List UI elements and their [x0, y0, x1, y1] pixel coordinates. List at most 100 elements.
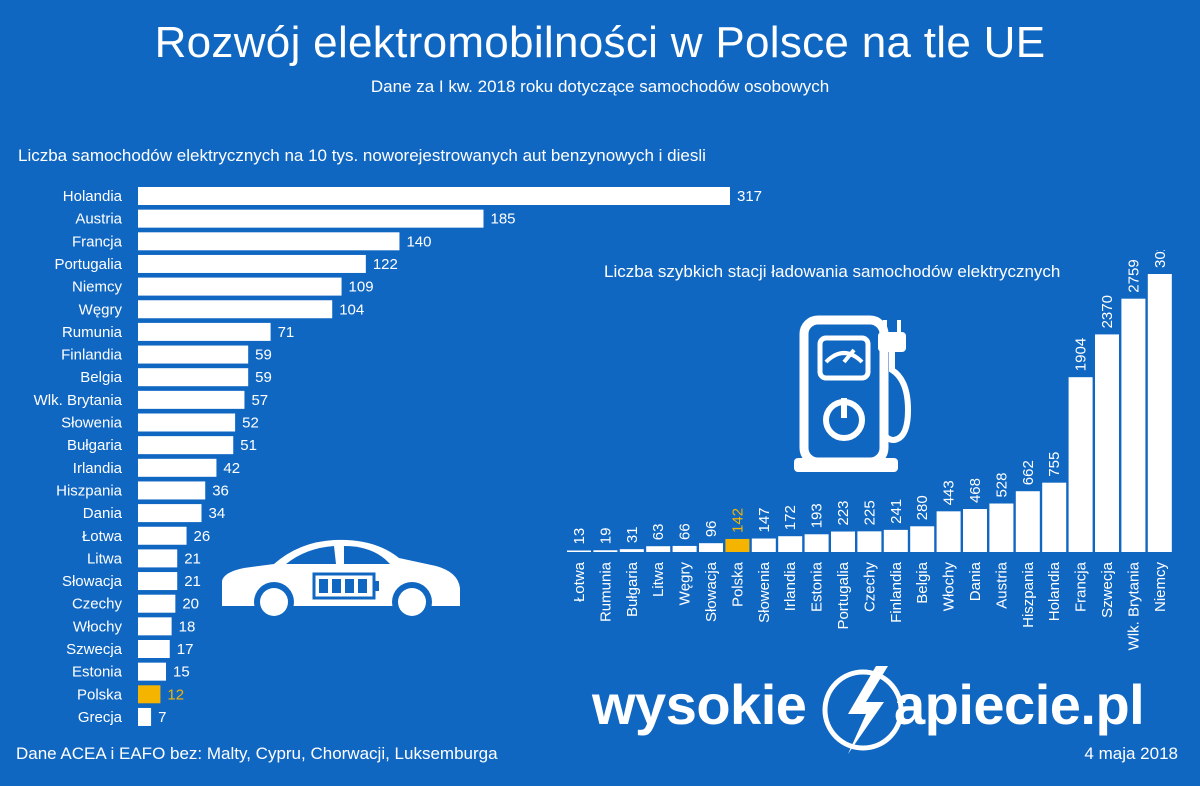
value-label-13: 280 [914, 495, 931, 520]
category-label-17: Słowacja [62, 573, 123, 590]
bar-1 [593, 550, 618, 552]
value-label-6: 71 [278, 324, 295, 341]
bar-2 [619, 549, 644, 552]
category-label-20: Szwecja [66, 641, 123, 658]
bar-7 [751, 538, 776, 552]
category-label-8: Irlandia [782, 561, 799, 611]
value-label-4: 66 [677, 523, 694, 540]
value-label-23: 7 [158, 709, 166, 726]
bar-12 [138, 458, 217, 477]
category-label-22: Niemcy [1152, 562, 1169, 613]
value-label-10: 52 [242, 415, 259, 432]
bar-15 [963, 509, 987, 552]
brand-logo: wysokie apiecie.pl [592, 666, 1182, 754]
bar-14 [936, 511, 961, 552]
category-label-11: Czechy [861, 562, 878, 613]
value-label-19: 18 [179, 618, 196, 635]
category-label-1: Rumunia [597, 561, 614, 622]
value-label-12: 42 [223, 460, 240, 477]
value-label-2: 31 [624, 526, 641, 543]
bar-13 [138, 481, 206, 500]
category-label-21: Estonia [72, 664, 123, 681]
category-label-6: Polska [729, 561, 746, 607]
bar-18 [1042, 482, 1067, 552]
page-title: Rozwój elektromobilności w Polsce na tle… [154, 18, 1046, 67]
bar-20 [1095, 334, 1119, 552]
bar-11 [857, 531, 882, 552]
value-label-7: 147 [756, 507, 773, 532]
value-label-20: 2370 [1099, 295, 1116, 328]
value-label-18: 755 [1046, 452, 1063, 477]
bar-6 [138, 322, 271, 341]
category-label-13: Hiszpania [56, 482, 123, 499]
category-label-2: Francja [72, 233, 123, 250]
bar-23 [138, 707, 152, 726]
bar-0 [138, 187, 730, 205]
bar-4 [138, 277, 342, 296]
category-label-0: Łotwa [571, 561, 588, 602]
category-label-0: Holandia [63, 188, 123, 205]
bar-17 [138, 572, 178, 591]
bar-21 [138, 662, 167, 681]
value-label-9: 57 [251, 392, 268, 409]
category-label-23: Grecja [78, 709, 123, 726]
bar-21 [1121, 298, 1146, 552]
category-label-14: Dania [83, 505, 123, 522]
value-label-5: 96 [703, 520, 720, 537]
category-label-4: Węgry [677, 562, 694, 606]
category-label-8: Belgia [80, 369, 122, 386]
category-label-16: Litwa [87, 550, 123, 567]
bar-0 [567, 550, 591, 552]
bar-22 [1147, 274, 1172, 552]
category-label-4: Niemcy [72, 279, 123, 296]
category-label-19: Francja [1073, 561, 1090, 612]
bar-11 [138, 436, 234, 455]
bar-16 [138, 549, 178, 568]
page-subtitle: Dane za I kw. 2018 roku dotyczące samoch… [370, 77, 830, 96]
chart-title-stations: Liczba szybkich stacji ładowania samocho… [604, 262, 1061, 281]
value-label-21: 15 [173, 664, 190, 681]
value-label-8: 172 [782, 505, 799, 530]
category-label-3: Litwa [650, 561, 667, 597]
category-label-20: Szwecja [1099, 561, 1116, 618]
value-label-6: 142 [729, 508, 746, 533]
category-label-18: Holandia [1046, 561, 1063, 621]
bar-20 [138, 640, 170, 658]
value-label-7: 59 [255, 347, 272, 364]
category-label-17: Hiszpania [1020, 561, 1037, 628]
category-label-15: Dania [967, 561, 984, 601]
bar-3 [646, 546, 671, 552]
charging-station-icon [794, 315, 912, 472]
value-label-9: 193 [809, 503, 826, 528]
category-label-2: Bułgaria [624, 561, 641, 617]
value-label-20: 17 [177, 641, 194, 658]
bar-7 [138, 345, 249, 364]
category-label-15: Łotwa [82, 528, 123, 545]
bar-1 [138, 209, 484, 228]
bar-19 [1068, 377, 1093, 552]
bar-16 [989, 503, 1014, 552]
value-label-17: 21 [184, 573, 201, 590]
value-label-14: 443 [941, 480, 958, 505]
value-label-22: 12 [167, 686, 184, 703]
category-label-9: Wlk. Brytania [34, 392, 123, 409]
value-label-5: 104 [339, 301, 364, 318]
value-label-15: 468 [967, 478, 984, 503]
bar-22 [138, 685, 161, 704]
value-label-1: 185 [490, 211, 515, 228]
value-label-16: 528 [993, 472, 1010, 497]
publication-date: 4 maja 2018 [1084, 744, 1178, 763]
value-label-17: 662 [1020, 460, 1037, 485]
value-label-13: 36 [212, 482, 229, 499]
source-note: Dane ACEA i EAFO bez: Malty, Cypru, Chor… [16, 744, 498, 763]
chart-title-cars: Liczba samochodów elektrycznych na 10 ty… [18, 146, 706, 165]
brand-text-part2: apiecie.pl [894, 673, 1145, 736]
category-label-16: Austria [993, 561, 1010, 608]
bar-8 [138, 368, 249, 387]
category-label-1: Austria [75, 211, 122, 228]
bar-14 [138, 504, 202, 523]
bar-10 [138, 413, 236, 432]
value-label-0: 13 [571, 528, 588, 545]
lightning-icon [822, 666, 904, 754]
